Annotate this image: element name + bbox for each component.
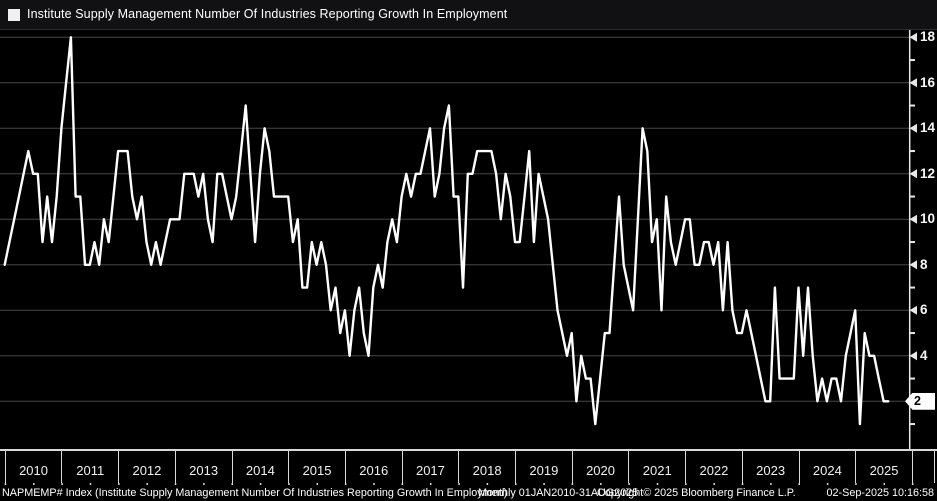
y-minor-tick — [910, 377, 915, 380]
y-axis-label: 16 — [920, 74, 936, 90]
y-minor-tick — [910, 150, 915, 153]
year-label-2016: 2016 — [344, 449, 402, 483]
y-axis-label: 18 — [920, 29, 936, 45]
y-axis-label: 6 — [920, 302, 928, 318]
year-label-2020: 2020 — [571, 449, 629, 483]
copyright-label: Copyright© 2025 Bloomberg Finance L.P. — [597, 487, 796, 499]
y-major-tick-arrow-icon — [909, 214, 917, 224]
y-major-tick-arrow-icon — [909, 351, 917, 361]
y-minor-tick — [910, 286, 915, 289]
year-label-2012: 2012 — [118, 449, 175, 483]
y-minor-tick — [910, 241, 915, 244]
year-label-2019: 2019 — [515, 449, 572, 483]
y-minor-tick — [910, 195, 915, 198]
chart-title-bar: Institute Supply Management Number Of In… — [0, 0, 937, 30]
x-axis-line — [0, 449, 937, 451]
y-minor-tick — [910, 104, 915, 107]
status-bar: NAPMEMP# Index (Institute Supply Managem… — [0, 485, 937, 501]
y-major-tick-arrow-icon — [909, 32, 917, 42]
y-major-tick-arrow-icon — [909, 305, 917, 315]
y-major-tick-arrow-icon — [909, 169, 917, 179]
y-minor-tick — [910, 332, 915, 335]
timestamp-label: 02-Sep-2025 10:16:58 — [826, 487, 934, 499]
year-label-2021: 2021 — [628, 449, 685, 483]
year-label-2015: 2015 — [288, 449, 345, 483]
y-major-tick-arrow-icon — [909, 78, 917, 88]
year-label-2024: 2024 — [798, 449, 856, 483]
y-minor-tick — [910, 59, 915, 62]
series-line — [3, 36, 890, 426]
security-description: NAPMEMP# Index (Institute Supply Managem… — [2, 487, 508, 499]
y-axis-label: 14 — [920, 120, 936, 136]
period-range-label: Monthly 01JAN2010-31AUG2025 — [478, 487, 639, 499]
year-label-2022: 2022 — [685, 449, 742, 483]
series-legend-marker-icon — [8, 9, 20, 21]
year-label-2025: 2025 — [855, 449, 912, 483]
year-label-2023: 2023 — [741, 449, 799, 483]
y-axis-label: 10 — [920, 211, 936, 227]
y-minor-tick — [910, 423, 915, 426]
chart-title: Institute Supply Management Number Of In… — [27, 7, 508, 21]
year-band-tail-cell — [911, 449, 935, 483]
year-label-2011: 2011 — [61, 449, 118, 483]
year-label-2018: 2018 — [458, 449, 515, 483]
y-axis-label: 12 — [920, 165, 936, 181]
y-major-tick-arrow-icon — [909, 123, 917, 133]
year-label-2013: 2013 — [174, 449, 232, 483]
y-axis-label: 4 — [920, 347, 928, 363]
year-label-2014: 2014 — [231, 449, 289, 483]
year-label-2010: 2010 — [4, 449, 62, 483]
year-label-2017: 2017 — [401, 449, 459, 483]
last-value-badge: 2 — [905, 392, 935, 410]
y-major-tick-arrow-icon — [909, 260, 917, 270]
y-axis-label: 8 — [920, 256, 928, 272]
